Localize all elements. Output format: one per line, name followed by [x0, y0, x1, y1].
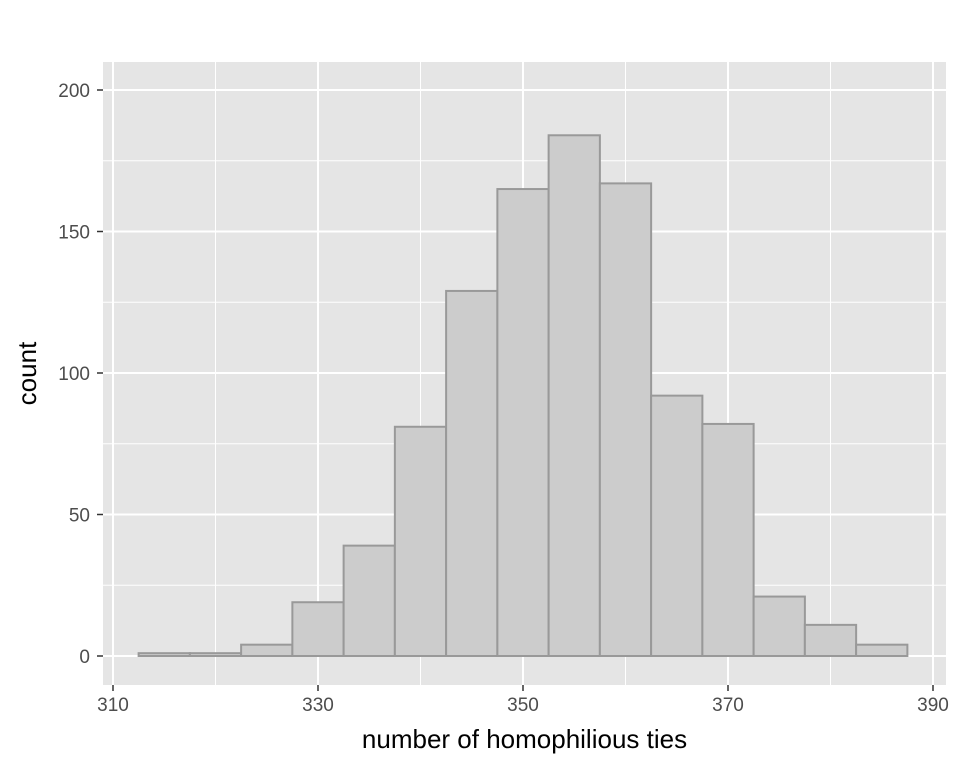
x-axis: 310 330 350 370 390	[97, 685, 949, 716]
y-tick-label: 0	[79, 647, 90, 668]
histogram-bar	[291, 601, 345, 657]
histogram-bar	[598, 182, 653, 657]
histogram-bar	[547, 134, 601, 657]
histogram-bar	[342, 544, 396, 658]
x-tick-label: 330	[302, 695, 334, 716]
x-tick-label: 350	[507, 695, 539, 716]
histogram-bar	[240, 643, 294, 657]
y-tick-label: 150	[58, 223, 90, 244]
histogram-bar	[496, 188, 550, 658]
x-axis-title: number of homophilious ties	[362, 724, 687, 754]
y-tick-label: 100	[58, 364, 90, 385]
x-tick-label: 370	[712, 695, 744, 716]
x-tick-label: 310	[97, 695, 129, 716]
x-tick-label: 390	[917, 695, 949, 716]
histogram-bar	[803, 623, 858, 657]
histogram-bars	[137, 134, 909, 658]
histogram-bar	[701, 422, 755, 657]
histogram-bar	[650, 394, 704, 657]
y-axis-title: count	[12, 341, 42, 405]
histogram-bar	[445, 289, 499, 657]
histogram-bar	[393, 425, 448, 657]
y-axis: 0 50 100 150 200	[58, 81, 103, 668]
y-tick-label: 50	[69, 506, 90, 527]
y-tick-label: 200	[58, 81, 90, 102]
histogram-bar	[188, 652, 243, 657]
histogram-bar	[752, 595, 806, 658]
histogram-bar	[137, 652, 191, 657]
histogram-bar	[855, 643, 909, 657]
